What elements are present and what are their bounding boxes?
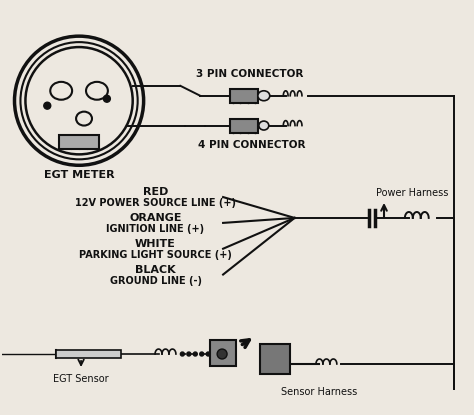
- Text: RED: RED: [143, 187, 168, 197]
- Text: ORANGE: ORANGE: [129, 213, 182, 223]
- Bar: [230, 89, 258, 103]
- Text: WHITE: WHITE: [135, 239, 176, 249]
- Circle shape: [206, 352, 210, 356]
- Bar: [56, 350, 121, 358]
- Bar: [260, 344, 290, 374]
- Bar: [230, 119, 258, 132]
- Circle shape: [200, 352, 204, 356]
- Text: EGT Sensor: EGT Sensor: [53, 374, 109, 384]
- Text: EGT METER: EGT METER: [44, 170, 114, 180]
- Ellipse shape: [259, 121, 269, 130]
- Circle shape: [103, 95, 110, 102]
- Text: 4 PIN CONNECTOR: 4 PIN CONNECTOR: [198, 140, 306, 150]
- Text: GROUND LINE (-): GROUND LINE (-): [109, 276, 201, 286]
- Bar: [59, 135, 99, 149]
- Circle shape: [217, 349, 227, 359]
- Circle shape: [193, 352, 197, 356]
- Bar: [210, 340, 236, 366]
- Text: PARKING LIGHT SOURCE (+): PARKING LIGHT SOURCE (+): [79, 250, 232, 260]
- Circle shape: [44, 102, 51, 109]
- Text: 3 PIN CONNECTOR: 3 PIN CONNECTOR: [196, 69, 304, 79]
- Text: 12V POWER SOURCE LINE (+): 12V POWER SOURCE LINE (+): [75, 198, 236, 208]
- Circle shape: [181, 352, 184, 356]
- Text: Power Harness: Power Harness: [375, 188, 448, 198]
- Text: BLACK: BLACK: [135, 265, 176, 275]
- Text: Sensor Harness: Sensor Harness: [282, 387, 357, 397]
- Text: IGNITION LINE (+): IGNITION LINE (+): [107, 224, 205, 234]
- Ellipse shape: [258, 91, 270, 101]
- Circle shape: [187, 352, 191, 356]
